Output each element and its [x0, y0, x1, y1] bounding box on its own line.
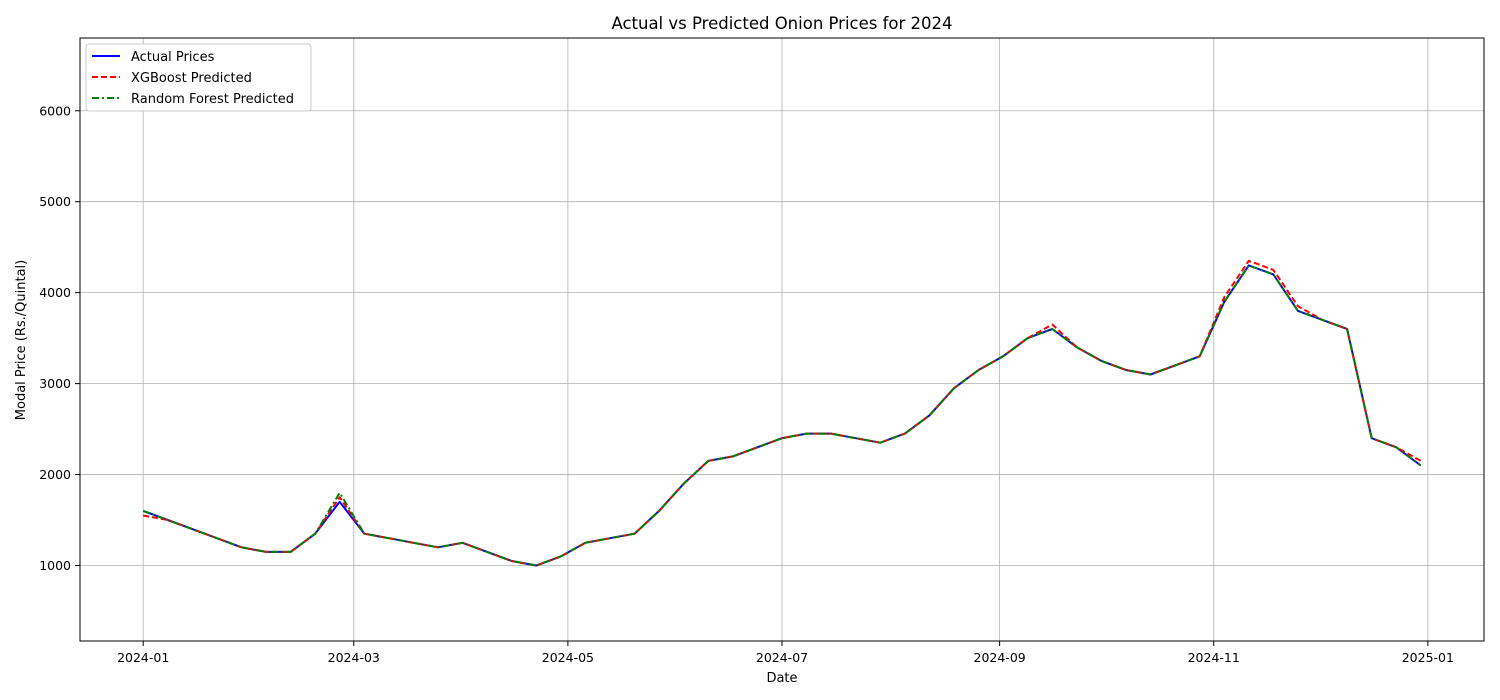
y-axis-label: Modal Price (Rs./Quintal) — [14, 260, 29, 420]
x-axis-ticks: 2024-01 2024-03 2024-05 2024-07 2024-09 2024-… — [117, 641, 1454, 665]
y-axis-ticks: 1000 2000 3000 4000 5000 6000 — [39, 103, 80, 573]
y-tick-label: 4000 — [39, 285, 71, 300]
legend-entry-random-forest: Random Forest Predicted — [131, 92, 294, 107]
chart-title: Actual vs Predicted Onion Prices for 202… — [611, 14, 952, 33]
x-tick-label: 2024-11 — [1188, 650, 1240, 665]
x-axis-label: Date — [766, 671, 797, 686]
y-tick-label: 6000 — [39, 103, 71, 118]
y-tick-label: 3000 — [39, 376, 71, 391]
series-layer — [142, 259, 1422, 567]
legend-box — [85, 43, 312, 112]
legend-entry-xgboost: XGBoost Predicted — [131, 71, 252, 86]
x-tick-label: 2024-01 — [117, 650, 169, 665]
x-tick-label: 2024-07 — [756, 650, 808, 665]
x-tick-label: 2024-05 — [542, 650, 594, 665]
y-tick-label: 2000 — [39, 467, 71, 482]
x-tick-label: 2025-01 — [1402, 650, 1454, 665]
x-tick-label: 2024-03 — [328, 650, 380, 665]
legend: Actual Prices XGBoost Predicted Random F… — [85, 43, 312, 112]
y-tick-label: 1000 — [39, 558, 71, 573]
legend-entry-actual: Actual Prices — [131, 50, 215, 65]
y-tick-label: 5000 — [39, 194, 71, 209]
series-random-forest-line — [142, 264, 1422, 567]
x-tick-label: 2024-09 — [974, 650, 1026, 665]
grid-lines — [80, 38, 1484, 641]
